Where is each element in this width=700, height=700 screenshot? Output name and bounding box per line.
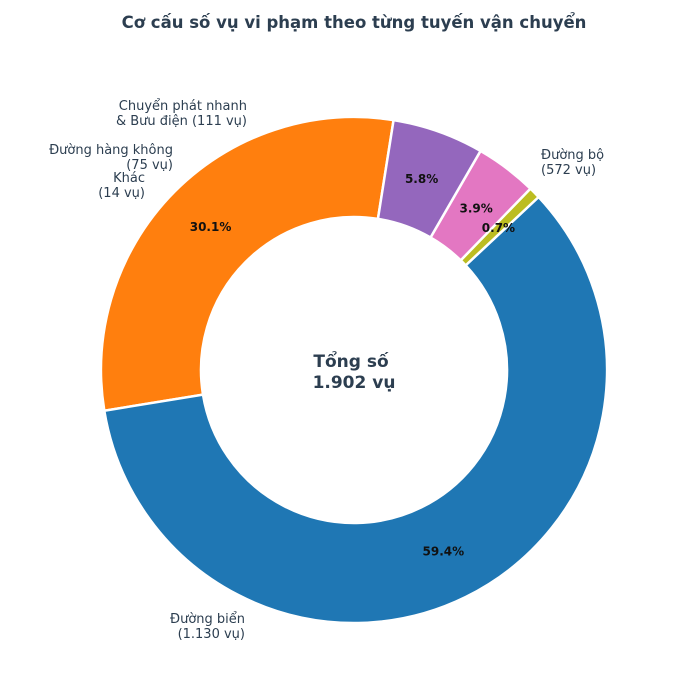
slice-4 [376,118,483,240]
chart-title: Cơ cấu số vụ vi phạm theo từng tuyến vận… [122,13,587,32]
slice-label-1: Đường biển (1.130 vụ) [170,612,245,642]
slice-percent-label-4: 5.8% [405,172,438,186]
slice-labels: 30.1% Đường bộ (572 vụ) 59.4% Đường biển (1.1… [49,99,604,642]
center-line-2: 1.902 vụ [313,373,396,393]
center-total-label: Tổng số 1.902 vụ [313,350,396,393]
slice-1 [102,195,609,625]
slice-percent-label-3: 3.9% [459,202,492,216]
slice-0 [99,115,396,413]
slice-percent-label-0: 30.1% [190,220,232,234]
slice-label-3: Đường hàng không (75 vụ) [49,143,173,173]
slice-percent-label-1: 59.4% [423,545,465,559]
center-line-1: Tổng số [313,350,389,372]
slice-label-2: Khác (14 vụ) [98,171,145,201]
slice-label-0: Đường bộ (572 vụ) [541,148,604,178]
slice-label-4: Chuyển phát nhanh & Bưu điện (111 vụ) [116,99,247,129]
slice-percent-label-2: 0.7% [482,221,515,235]
donut-slices [99,115,609,625]
